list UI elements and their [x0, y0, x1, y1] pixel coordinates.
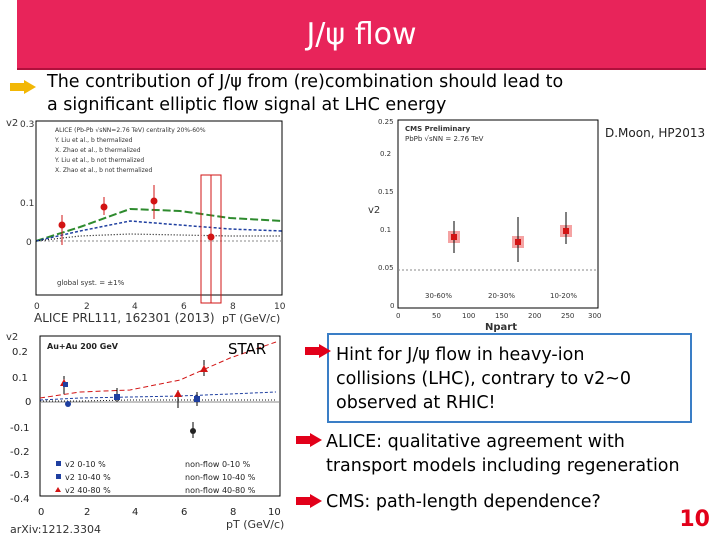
svg-text:v2 10-40 %: v2 10-40 % — [65, 473, 111, 482]
star-v2-plot: 0.2 0.1 0 -0.1 -0.2 -0.3 -0.4 0 2 4 6 8 … — [10, 335, 281, 518]
svg-text:Y. Liu et al., b thermalized: Y. Liu et al., b thermalized — [54, 137, 133, 144]
hint-line-2: collisions (LHC), contrary to v2~0 — [336, 369, 632, 389]
alice-syst-annotation: global syst. = ±1% — [57, 279, 125, 287]
svg-text:non-flow 40-80 %: non-flow 40-80 % — [185, 486, 256, 495]
nonflow-curve-red — [39, 341, 277, 399]
cms-data-points — [448, 212, 572, 262]
svg-text:150: 150 — [495, 312, 508, 320]
nonflow-curve-black — [40, 399, 276, 402]
svg-text:0.2: 0.2 — [12, 347, 28, 358]
intro-line-1: The contribution of J/ψ from (re)combina… — [47, 72, 564, 92]
cms-citation: D.Moon, HP2013 — [605, 126, 706, 140]
model-curve-black — [35, 233, 282, 242]
cms-title: CMS Preliminary — [405, 125, 471, 133]
svg-text:0: 0 — [26, 238, 32, 248]
alice-x-label: pT (GeV/c) — [222, 312, 281, 325]
svg-text:250: 250 — [561, 312, 574, 320]
svg-text:300: 300 — [588, 312, 601, 320]
model-curve-blue — [35, 220, 283, 242]
svg-text:0.05: 0.05 — [378, 264, 394, 272]
svg-text:10: 10 — [274, 302, 286, 312]
svg-text:0.2: 0.2 — [380, 150, 391, 158]
star-legend: v2 0-10 % v2 10-40 % v2 40-80 % non-flow… — [65, 460, 256, 495]
svg-text:6: 6 — [181, 302, 187, 312]
svg-text:50: 50 — [432, 312, 441, 320]
svg-text:8: 8 — [230, 507, 236, 518]
cms-x-label: Npart — [485, 322, 517, 333]
alice-bullet-line-1: ALICE: qualitative agreement with — [326, 432, 625, 452]
svg-text:0: 0 — [25, 397, 31, 408]
arrow-bullet-icon — [305, 344, 331, 358]
star-label: STAR — [228, 340, 267, 358]
alice-data-points — [58, 174, 222, 304]
title-bar: J/ψ flow — [17, 0, 706, 70]
svg-text:0: 0 — [38, 507, 44, 518]
slide-title: J/ψ flow — [306, 16, 417, 52]
arrow-bullet-icon — [10, 80, 36, 94]
svg-text:0: 0 — [390, 302, 394, 310]
svg-text:200: 200 — [528, 312, 541, 320]
cms-subtitle: PbPb √sNN = 2.76 TeV — [405, 135, 484, 143]
star-y-label: v2 — [6, 332, 19, 343]
svg-text:10: 10 — [268, 507, 281, 518]
hint-box — [327, 333, 692, 423]
svg-text:v2 0-10 %: v2 0-10 % — [65, 460, 106, 469]
hint-line-3: observed at RHIC! — [336, 393, 496, 413]
star-system: Au+Au 200 GeV — [47, 342, 119, 351]
svg-text:2: 2 — [84, 302, 90, 312]
star-citation: arXiv:1212.3304 — [10, 523, 101, 536]
nonflow-curve-blue — [39, 391, 277, 401]
svg-text:0.15: 0.15 — [378, 188, 394, 196]
arrow-bullet-icon — [296, 494, 322, 508]
model-curve-green — [35, 207, 283, 242]
hint-line-1: Hint for J/ψ flow in heavy-ion — [336, 345, 585, 365]
svg-text:0.3: 0.3 — [20, 120, 34, 130]
svg-text:X. Zhao et al., b thermalized: X. Zhao et al., b thermalized — [55, 147, 141, 154]
svg-text:6: 6 — [181, 507, 187, 518]
svg-text:-0.1: -0.1 — [10, 423, 30, 434]
cms-bullet: CMS: path-length dependence? — [326, 492, 601, 512]
svg-text:0.25: 0.25 — [378, 118, 394, 126]
svg-text:-0.3: -0.3 — [10, 470, 30, 481]
intro-line-2: a significant elliptic flow signal at LH… — [47, 95, 447, 115]
alice-y-label: v2 — [6, 118, 19, 129]
alice-legend: ALICE (Pb-Pb √sNN=2.76 TeV) centrality 2… — [54, 127, 206, 174]
alice-bullet-line-2: transport models including regeneration — [326, 456, 680, 476]
alice-v2-plot: 0.3 0.1 0 0 2 4 6 8 10 ALICE (Pb-Pb √sNN… — [20, 120, 286, 312]
svg-text:4: 4 — [132, 302, 138, 312]
cms-cat-2: 20-30% — [488, 292, 515, 300]
cms-y-label: v2 — [368, 205, 381, 216]
svg-text:v2 40-80 %: v2 40-80 % — [65, 486, 111, 495]
svg-text:non-flow 0-10 %: non-flow 0-10 % — [185, 460, 251, 469]
svg-text:8: 8 — [230, 302, 236, 312]
svg-text:0: 0 — [396, 312, 400, 320]
cms-v2-plot: 0.25 0.2 0.15 0.1 0.05 0 0 50 100 150 20… — [378, 118, 601, 320]
svg-text:0.1: 0.1 — [380, 226, 391, 234]
page-number: 10 — [679, 507, 710, 532]
svg-text:100: 100 — [462, 312, 475, 320]
star-data-points — [60, 360, 208, 438]
svg-text:-0.2: -0.2 — [10, 447, 30, 458]
cms-cat-3: 10-20% — [550, 292, 577, 300]
svg-text:X. Zhao et al., b not thermali: X. Zhao et al., b not thermalized — [55, 167, 152, 174]
svg-text:Y. Liu et al., b not thermaliz: Y. Liu et al., b not thermalized — [54, 157, 144, 164]
svg-text:0: 0 — [34, 302, 40, 312]
alice-citation: ALICE PRL111, 162301 (2013) — [34, 311, 215, 325]
svg-text:0.1: 0.1 — [20, 199, 34, 209]
star-x-label: pT (GeV/c) — [226, 518, 285, 531]
svg-text:ALICE (Pb-Pb √sNN=2.76 TeV) ce: ALICE (Pb-Pb √sNN=2.76 TeV) centrality 2… — [55, 127, 206, 134]
svg-text:0.1: 0.1 — [12, 373, 28, 384]
cms-cat-1: 30-60% — [425, 292, 452, 300]
svg-text:non-flow 10-40 %: non-flow 10-40 % — [185, 473, 256, 482]
svg-text:-0.4: -0.4 — [10, 494, 30, 505]
svg-text:2: 2 — [84, 507, 90, 518]
arrow-bullet-icon — [296, 433, 322, 447]
svg-text:4: 4 — [132, 507, 138, 518]
